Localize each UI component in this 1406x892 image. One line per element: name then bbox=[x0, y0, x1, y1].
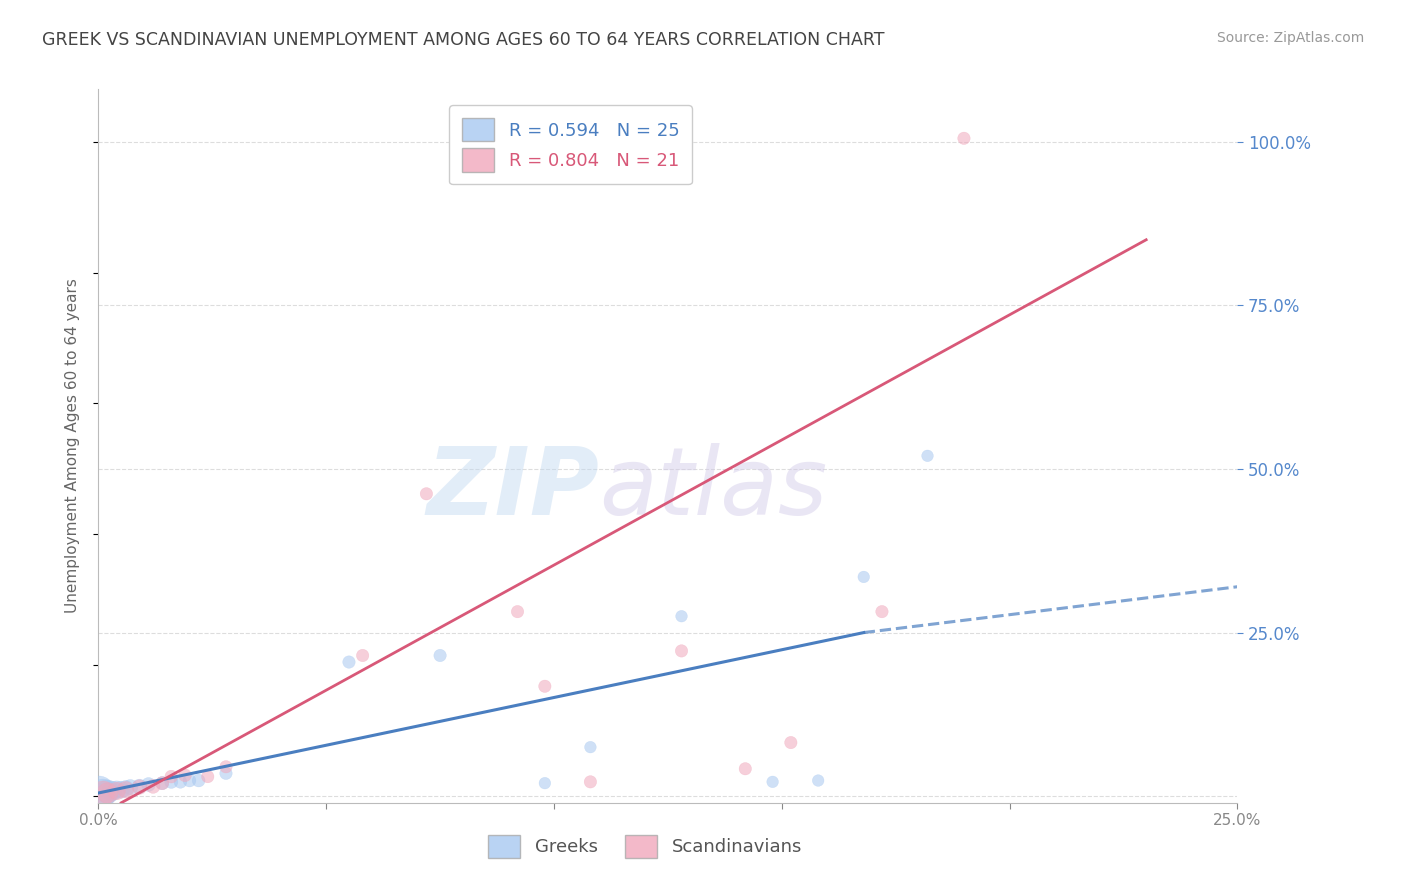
Point bbox=[120, 780, 142, 794]
Point bbox=[953, 131, 976, 145]
Point bbox=[215, 760, 238, 774]
Point bbox=[917, 449, 939, 463]
Point bbox=[114, 782, 136, 797]
Point bbox=[174, 768, 197, 782]
Point bbox=[169, 775, 191, 789]
Point bbox=[179, 773, 201, 788]
Point bbox=[352, 648, 374, 663]
Point bbox=[187, 773, 209, 788]
Point bbox=[579, 775, 602, 789]
Y-axis label: Unemployment Among Ages 60 to 64 years: Unemployment Among Ages 60 to 64 years bbox=[65, 278, 80, 614]
Point bbox=[534, 776, 557, 790]
Point bbox=[337, 655, 360, 669]
Point bbox=[415, 487, 437, 501]
Point bbox=[150, 776, 173, 790]
Point bbox=[87, 786, 110, 800]
Point bbox=[870, 605, 893, 619]
Point bbox=[91, 786, 114, 800]
Point bbox=[671, 609, 693, 624]
Point bbox=[215, 766, 238, 780]
Text: ZIP: ZIP bbox=[426, 442, 599, 535]
Point bbox=[762, 775, 785, 789]
Point bbox=[534, 679, 557, 693]
Point bbox=[779, 735, 801, 749]
Point bbox=[429, 648, 451, 663]
Point bbox=[160, 775, 183, 789]
Point bbox=[807, 773, 830, 788]
Point bbox=[197, 770, 219, 784]
Text: atlas: atlas bbox=[599, 443, 828, 534]
Point bbox=[105, 784, 128, 798]
Point bbox=[114, 781, 136, 796]
Point bbox=[128, 780, 150, 794]
Point bbox=[671, 644, 693, 658]
Point bbox=[105, 782, 128, 797]
Point bbox=[101, 784, 124, 798]
Point bbox=[852, 570, 875, 584]
Point bbox=[128, 780, 150, 794]
Point bbox=[160, 770, 183, 784]
Legend: Greeks, Scandinavians: Greeks, Scandinavians bbox=[481, 828, 810, 865]
Text: GREEK VS SCANDINAVIAN UNEMPLOYMENT AMONG AGES 60 TO 64 YEARS CORRELATION CHART: GREEK VS SCANDINAVIAN UNEMPLOYMENT AMONG… bbox=[42, 31, 884, 49]
Point bbox=[150, 776, 173, 790]
Point bbox=[506, 605, 529, 619]
Point bbox=[579, 740, 602, 755]
Point bbox=[734, 762, 756, 776]
Point bbox=[96, 786, 118, 800]
Point bbox=[96, 785, 118, 799]
Text: Source: ZipAtlas.com: Source: ZipAtlas.com bbox=[1216, 31, 1364, 45]
Point bbox=[110, 782, 132, 797]
Point bbox=[91, 786, 114, 800]
Point bbox=[138, 777, 160, 791]
Point bbox=[142, 780, 165, 794]
